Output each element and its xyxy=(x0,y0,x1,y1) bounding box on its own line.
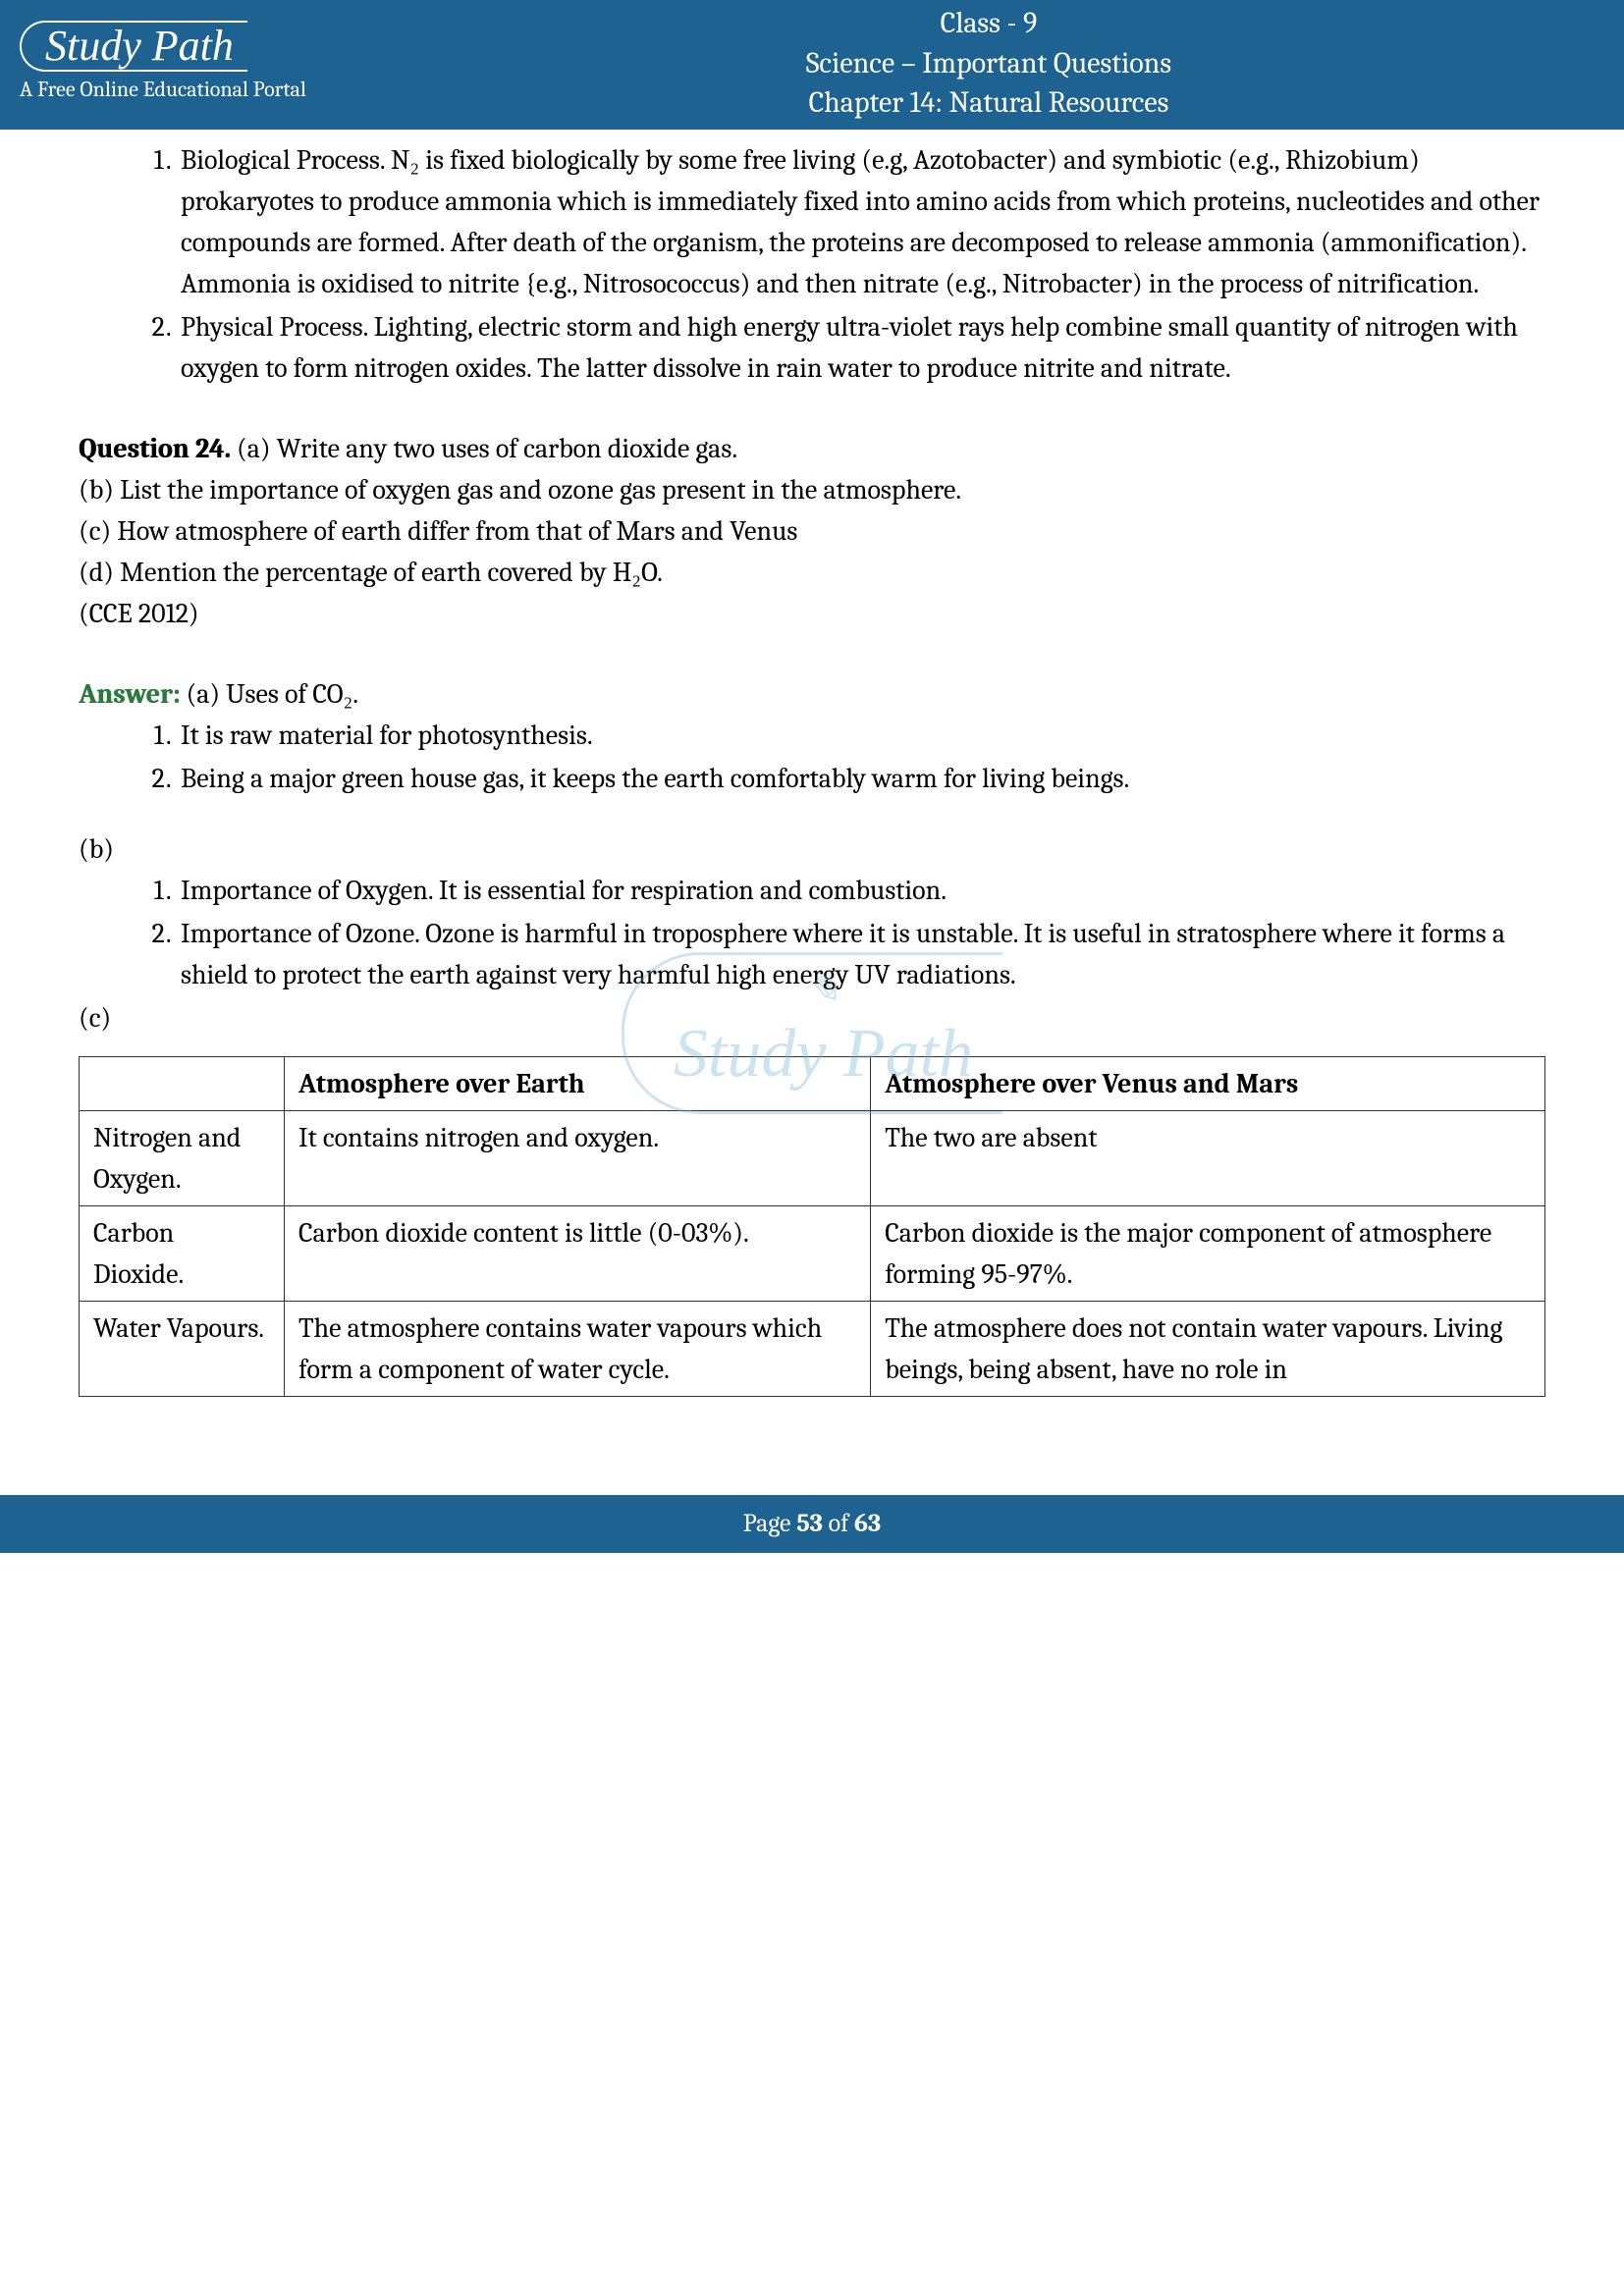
answer-label: Answer: xyxy=(79,678,180,710)
answer-block: Answer: (a) Uses of CO₂. It is raw mater… xyxy=(79,673,1545,1397)
footer-mid: of xyxy=(823,1509,854,1538)
page-header: Study Path A Free Online Educational Por… xyxy=(0,0,1624,130)
question-block: Question 24. (a) Write any two uses of c… xyxy=(79,428,1545,634)
table-header: Atmosphere over Earth xyxy=(285,1056,871,1110)
list-item: Importance of Ozone. Ozone is harmful in… xyxy=(177,913,1545,995)
table-cell: The atmosphere does not contain water va… xyxy=(871,1301,1545,1396)
list-item: It is raw material for photosynthesis. xyxy=(177,715,1545,756)
question-label: Question 24. xyxy=(79,433,231,464)
header-titles: Class - 9 Science – Important Questions … xyxy=(373,4,1604,124)
table-cell: The two are absent xyxy=(871,1110,1545,1205)
header-subject: Science – Important Questions xyxy=(373,44,1604,84)
page-content: Biological Process. N₂ is fixed biologic… xyxy=(0,130,1624,1436)
answer-a-list: It is raw material for photosynthesis. B… xyxy=(79,715,1545,799)
list-item: Being a major green house gas, it keeps … xyxy=(177,758,1545,799)
table-cell: The atmosphere contains water vapours wh… xyxy=(285,1301,871,1396)
list-item: Importance of Oxygen. It is essential fo… xyxy=(177,870,1545,911)
answer-b-marker: (b) xyxy=(79,828,1545,870)
footer-total-pages: 63 xyxy=(854,1509,881,1538)
table-cell: Carbon dioxide content is little (0-03%)… xyxy=(285,1205,871,1301)
page-footer: Page 53 of 63 xyxy=(0,1495,1624,1553)
list-item: Physical Process. Lighting, electric sto… xyxy=(177,306,1545,389)
table-cell: Nitrogen and Oxygen. xyxy=(80,1110,285,1205)
logo-area: Study Path A Free Online Educational Por… xyxy=(20,21,373,106)
header-class: Class - 9 xyxy=(373,4,1604,44)
answer-a-text: (a) Uses of CO₂. xyxy=(180,678,358,710)
table-cell: Carbon Dioxide. xyxy=(80,1205,285,1301)
table-row: Water Vapours. The atmosphere contains w… xyxy=(80,1301,1545,1396)
comparison-table: Atmosphere over Earth Atmosphere over Ve… xyxy=(79,1056,1545,1397)
footer-prefix: Page xyxy=(743,1509,796,1538)
table-header xyxy=(80,1056,285,1110)
question-line-c: (c) How atmosphere of earth differ from … xyxy=(79,510,1545,552)
intro-list: Biological Process. N₂ is fixed biologic… xyxy=(79,139,1545,389)
table-cell: Carbon dioxide is the major component of… xyxy=(871,1205,1545,1301)
question-line-b: (b) List the importance of oxygen gas an… xyxy=(79,469,1545,510)
table-row: Nitrogen and Oxygen. It contains nitroge… xyxy=(80,1110,1545,1205)
logo-text: Study Path xyxy=(20,21,247,72)
logo-tagline: A Free Online Educational Portal xyxy=(20,74,373,106)
question-line-d: (d) Mention the percentage of earth cove… xyxy=(79,552,1545,593)
answer-b-list: Importance of Oxygen. It is essential fo… xyxy=(79,870,1545,995)
table-row: Carbon Dioxide. Carbon dioxide content i… xyxy=(80,1205,1545,1301)
table-cell: It contains nitrogen and oxygen. xyxy=(285,1110,871,1205)
header-chapter: Chapter 14: Natural Resources xyxy=(373,83,1604,124)
footer-current-page: 53 xyxy=(796,1509,823,1538)
answer-c-marker: (c) xyxy=(79,997,1545,1039)
question-a-text: (a) Write any two uses of carbon dioxide… xyxy=(231,433,737,464)
table-header: Atmosphere over Venus and Mars xyxy=(871,1056,1545,1110)
table-cell: Water Vapours. xyxy=(80,1301,285,1396)
list-item: Biological Process. N₂ is fixed biologic… xyxy=(177,139,1545,304)
table-row: Atmosphere over Earth Atmosphere over Ve… xyxy=(80,1056,1545,1110)
question-line-a: Question 24. (a) Write any two uses of c… xyxy=(79,428,1545,469)
question-ref: (CCE 2012) xyxy=(79,593,1545,634)
answer-a-intro: Answer: (a) Uses of CO₂. xyxy=(79,673,1545,715)
